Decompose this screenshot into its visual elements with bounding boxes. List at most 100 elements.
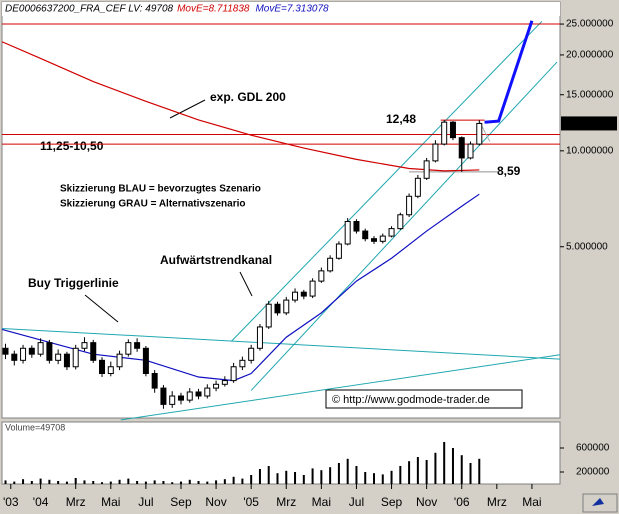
y-tick-label: 25.000000 bbox=[566, 19, 614, 30]
volume-bar bbox=[179, 481, 182, 484]
candle-body bbox=[300, 291, 307, 297]
candle-body bbox=[397, 214, 404, 230]
candle-body bbox=[309, 280, 316, 297]
volume-bar bbox=[425, 460, 428, 484]
candle-body bbox=[63, 353, 70, 368]
candle-body bbox=[195, 391, 202, 397]
candle-body bbox=[125, 342, 132, 355]
candle-body bbox=[2, 347, 9, 355]
volume-bar bbox=[215, 480, 218, 484]
trend-line bbox=[120, 354, 561, 421]
moving-average bbox=[1, 193, 480, 382]
candle-body bbox=[432, 143, 439, 162]
volume-bar bbox=[373, 473, 375, 484]
candle-body bbox=[248, 347, 255, 361]
x-tick-label: '05 bbox=[243, 495, 259, 509]
candle-body bbox=[230, 366, 237, 382]
x-tick-label: Jul bbox=[138, 495, 153, 509]
candle-body bbox=[388, 228, 395, 237]
legend-entry: MovE=7.313078 bbox=[255, 4, 329, 15]
tool-icon bbox=[592, 498, 604, 506]
volume-bar bbox=[83, 480, 86, 484]
volume-bar bbox=[329, 467, 332, 484]
x-tick-label: Sep bbox=[170, 495, 192, 509]
volume-bar bbox=[416, 457, 419, 484]
volume-bar bbox=[206, 481, 209, 484]
volume-bar bbox=[92, 481, 95, 484]
arrow bbox=[84, 294, 119, 323]
volume-bar bbox=[250, 475, 253, 484]
volume-bar bbox=[311, 468, 314, 484]
x-tick-label: Nov bbox=[205, 495, 226, 509]
annotation: 11,25-10,50 bbox=[40, 139, 104, 153]
volume-bar bbox=[460, 455, 463, 484]
volume-bar bbox=[13, 481, 16, 484]
moving-average bbox=[1, 41, 480, 172]
volume-bar bbox=[22, 479, 25, 484]
candle-body bbox=[406, 195, 413, 216]
candle-body bbox=[160, 387, 167, 405]
volume-bar bbox=[101, 482, 104, 484]
x-tick-label: Jul bbox=[349, 495, 364, 509]
annotation: Buy Triggerlinie bbox=[28, 276, 119, 290]
y-tick-label: 15.000000 bbox=[566, 89, 614, 100]
x-tick-label: Mai bbox=[101, 495, 120, 509]
x-tick-label: Sep bbox=[381, 495, 403, 509]
volume-bar bbox=[48, 479, 51, 484]
candle-body bbox=[344, 221, 351, 245]
last-price-label: 12.190000 bbox=[565, 118, 613, 129]
trend-line bbox=[230, 20, 543, 342]
copyright: © http://www.godmode-trader.de bbox=[332, 394, 490, 406]
volume-bar bbox=[4, 480, 7, 484]
x-tick-label: Mrz bbox=[487, 495, 507, 509]
candle-body bbox=[318, 270, 325, 282]
volume-bar bbox=[136, 481, 139, 484]
y-tick-label: 20.000000 bbox=[566, 50, 614, 61]
header-symbol: DE0006637200_FRA_CEF LV: 49708 bbox=[5, 4, 174, 15]
volume-bar bbox=[302, 475, 305, 484]
volume-tick-label: 200000 bbox=[576, 467, 610, 478]
x-tick-label: Mai bbox=[312, 495, 331, 509]
y-tick-label: 10.000000 bbox=[566, 145, 614, 156]
volume-bar bbox=[469, 463, 472, 484]
volume-bar bbox=[443, 442, 446, 484]
volume-bar bbox=[223, 479, 226, 484]
volume-bar bbox=[267, 466, 270, 484]
volume-bar bbox=[65, 481, 68, 484]
candle-body bbox=[274, 303, 281, 314]
annotation: exp. GDL 200 bbox=[210, 90, 286, 104]
last-price-tag bbox=[561, 116, 617, 131]
candle-body bbox=[239, 359, 246, 368]
volume-bar bbox=[285, 470, 288, 484]
trend-line bbox=[1, 327, 561, 360]
annotation: 12,48 bbox=[386, 112, 416, 126]
arrow bbox=[169, 99, 206, 119]
candle-body bbox=[46, 342, 53, 361]
candle-body bbox=[177, 395, 184, 401]
trend-line bbox=[250, 61, 558, 391]
candle-body bbox=[327, 257, 334, 272]
candle-body bbox=[81, 342, 88, 349]
volume-bar bbox=[153, 480, 156, 484]
candle-body bbox=[371, 238, 377, 242]
volume-bar bbox=[258, 469, 261, 484]
volume-bar bbox=[355, 466, 358, 484]
volume-bar bbox=[188, 479, 191, 484]
candle-body bbox=[476, 122, 483, 145]
candle-body bbox=[441, 121, 448, 145]
volume-bar bbox=[276, 473, 279, 484]
header-bar bbox=[2, 2, 560, 16]
candle-body bbox=[265, 303, 272, 328]
volume-bar bbox=[381, 474, 384, 484]
volume-bar bbox=[109, 481, 112, 484]
arrow bbox=[239, 271, 253, 297]
candle-body bbox=[11, 353, 18, 361]
candle-body bbox=[72, 347, 79, 368]
candle-body bbox=[467, 143, 474, 159]
trend-line bbox=[484, 20, 534, 124]
x-tick-label: '03 bbox=[3, 495, 19, 509]
candle-body bbox=[28, 347, 35, 355]
volume-tick-label: 600000 bbox=[576, 443, 610, 454]
x-tick-label: Mai bbox=[522, 495, 541, 509]
